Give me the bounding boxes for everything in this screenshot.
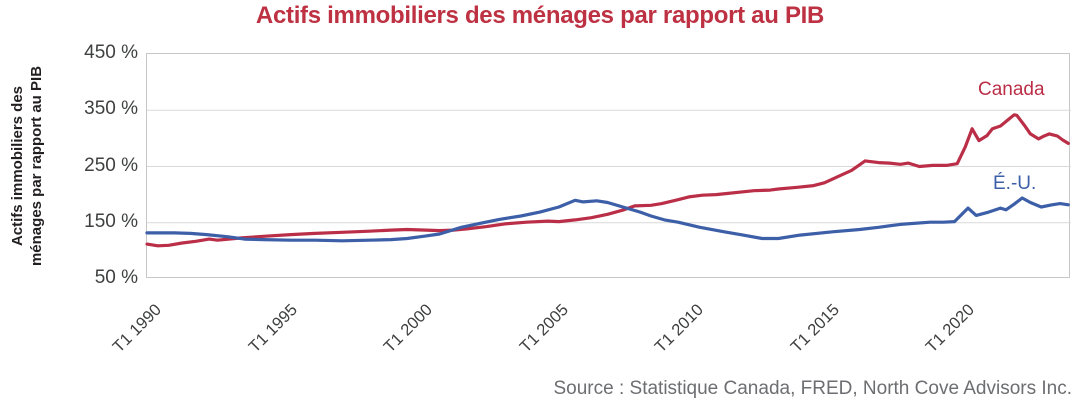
x-tick-label-2000: T1 2000 bbox=[380, 300, 437, 357]
y-tick-label-350: 350 % bbox=[84, 98, 138, 120]
x-tick-label-2005: T1 2005 bbox=[516, 300, 572, 357]
x-tick-label-2015: T1 2015 bbox=[787, 300, 843, 357]
y-tick-label-150: 150 % bbox=[84, 210, 138, 232]
plot-area bbox=[145, 53, 1071, 278]
chart-title: Actifs immobiliers des ménages par rappo… bbox=[255, 2, 825, 29]
x-tick-label-2020: T1 2020 bbox=[922, 300, 979, 357]
source-text: Source : Statistique Canada, FRED, North… bbox=[553, 378, 1072, 399]
series-line-canada bbox=[145, 113, 1070, 248]
legend-label-canada: Canada bbox=[978, 79, 1045, 100]
y-axis-title: Actifs immobiliers des ménages par rappo… bbox=[8, 66, 46, 266]
y-axis-title-line1: Actifs immobiliers des bbox=[9, 85, 26, 247]
y-tick-label-250: 250 % bbox=[84, 154, 138, 176]
y-tick-label-50: 50 % bbox=[94, 267, 138, 288]
plot-svg bbox=[145, 109, 1071, 248]
x-tick-label-1990: T1 1990 bbox=[109, 300, 166, 357]
y-axis-title-line2: ménages par rapport au PIB bbox=[28, 65, 45, 267]
x-tick-label-2010: T1 2010 bbox=[651, 300, 708, 357]
y-tick-label-450: 450 % bbox=[84, 42, 138, 63]
x-tick-label-1995: T1 1995 bbox=[245, 300, 301, 357]
legend-label-us: É.-U. bbox=[993, 173, 1037, 194]
series-line-us bbox=[145, 196, 1070, 243]
